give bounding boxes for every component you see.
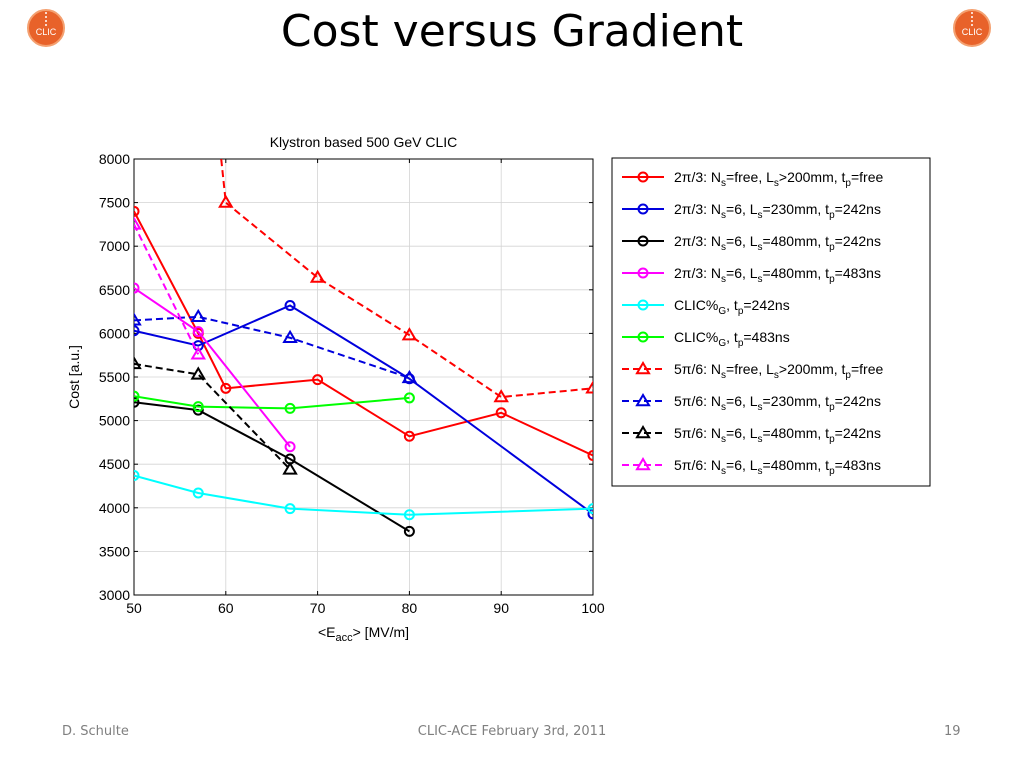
data-point	[190, 308, 207, 323]
data-point	[587, 503, 593, 515]
y-tick-label: 6000	[99, 325, 130, 341]
legend-label-6: CLIC%G, tp=483ns	[674, 329, 790, 349]
data-point	[282, 461, 298, 475]
data-point	[284, 299, 296, 311]
data-point	[134, 205, 140, 217]
x-tick-label: 50	[126, 600, 142, 616]
data-point	[403, 430, 415, 442]
data-point	[403, 525, 415, 537]
legend-label-4: 2π/3: Ns=6, Ls=480mm, tp=483ns	[674, 265, 881, 285]
data-point	[134, 390, 140, 402]
legend-marker-10	[635, 457, 651, 471]
svg-text:CLIC: CLIC	[36, 27, 57, 37]
data-point	[585, 380, 593, 394]
clic-logo-right: CLIC	[953, 9, 991, 47]
svg-text:CLIC: CLIC	[962, 27, 983, 37]
data-point	[134, 312, 142, 326]
data-point	[309, 269, 326, 283]
series-group	[134, 159, 593, 537]
legend-marker-6	[637, 331, 649, 343]
data-point	[284, 402, 296, 414]
data-point	[403, 509, 415, 521]
legend-label-3: 2π/3: Ns=6, Ls=480mm, tp=242ns	[674, 233, 881, 253]
data-point	[134, 470, 140, 482]
legend-label-9: 5π/6: Ns=6, Ls=480mm, tp=242ns	[674, 425, 881, 445]
y-tick-label: 5000	[99, 413, 130, 429]
series-line-6	[134, 395, 410, 410]
clic-logo-left: CLIC	[27, 9, 65, 47]
data-point	[401, 327, 418, 341]
footer-event: CLIC-ACE February 3rd, 2011	[417, 724, 607, 739]
data-point	[312, 374, 324, 386]
legend-marker-4	[637, 267, 649, 279]
data-point	[192, 487, 204, 499]
legend-marker-3	[637, 235, 649, 247]
data-point	[192, 326, 204, 338]
legend-marker-8	[635, 393, 651, 407]
series-line-2	[134, 304, 593, 515]
y-axis-label: Cost [a.u.]	[66, 345, 82, 409]
data-point	[218, 194, 234, 208]
data-point	[134, 396, 140, 408]
data-point	[190, 366, 207, 380]
legend-marker-5	[637, 299, 649, 311]
data-point	[403, 392, 415, 404]
series-line-5	[134, 474, 593, 516]
data-point	[134, 355, 142, 370]
y-tick-label: 8000	[99, 151, 130, 167]
data-point	[134, 325, 140, 337]
footer-author: D. Schulte	[62, 724, 129, 739]
legend-marker-2	[637, 203, 649, 215]
chart-title: Klystron based 500 GeV CLIC	[270, 134, 458, 150]
legend-marker-9	[635, 425, 651, 439]
legend-label-5: CLIC%G, tp=242ns	[674, 297, 790, 317]
data-point	[284, 441, 296, 453]
x-tick-label: 80	[402, 600, 418, 616]
x-tick-label: 60	[218, 600, 234, 616]
legend-label-8: 5π/6: Ns=6, Ls=230mm, tp=242ns	[674, 393, 881, 413]
data-point	[220, 382, 232, 394]
y-tick-label: 7500	[99, 195, 130, 211]
data-point	[134, 216, 142, 230]
legend-label-1: 2π/3: Ns=free, Ls>200mm, tp=free	[674, 169, 883, 189]
data-point	[134, 282, 140, 294]
y-tick-label: 4500	[99, 456, 130, 472]
y-tick-label: 3000	[99, 587, 130, 603]
legend-label-7: 5π/6: Ns=free, Ls>200mm, tp=free	[674, 361, 883, 381]
x-tick-label: 90	[493, 600, 509, 616]
series-line-7	[220, 159, 593, 399]
x-axis-label: <Eacc> [MV/m]	[318, 624, 409, 644]
series-line-3	[134, 401, 410, 533]
y-tick-label: 6500	[99, 282, 130, 298]
legend-marker-1	[637, 171, 649, 183]
series-line-10	[134, 223, 200, 355]
page-number: 19	[944, 724, 961, 739]
series-line-1	[134, 210, 593, 457]
y-tick-label: 3500	[99, 543, 130, 559]
y-tick-label: 7000	[99, 238, 130, 254]
data-point	[587, 508, 593, 520]
data-point	[190, 346, 207, 360]
data-point	[587, 449, 593, 461]
data-point	[284, 503, 296, 515]
x-tick-label: 100	[581, 600, 605, 616]
y-tick-label: 4000	[99, 500, 130, 516]
legend-label-2: 2π/3: Ns=6, Ls=230mm, tp=242ns	[674, 201, 881, 221]
legend-marker-7	[635, 361, 651, 375]
data-point	[192, 401, 204, 413]
data-point	[495, 407, 507, 419]
data-point	[282, 329, 298, 343]
series-line-8	[134, 315, 410, 379]
x-tick-label: 70	[310, 600, 326, 616]
legend-label-10: 5π/6: Ns=6, Ls=480mm, tp=483ns	[674, 457, 881, 477]
y-tick-label: 5500	[99, 369, 130, 385]
data-point	[493, 389, 509, 403]
data-point	[401, 369, 418, 384]
slide-title: Cost versus Gradient	[280, 6, 744, 57]
legend-box	[611, 157, 931, 487]
